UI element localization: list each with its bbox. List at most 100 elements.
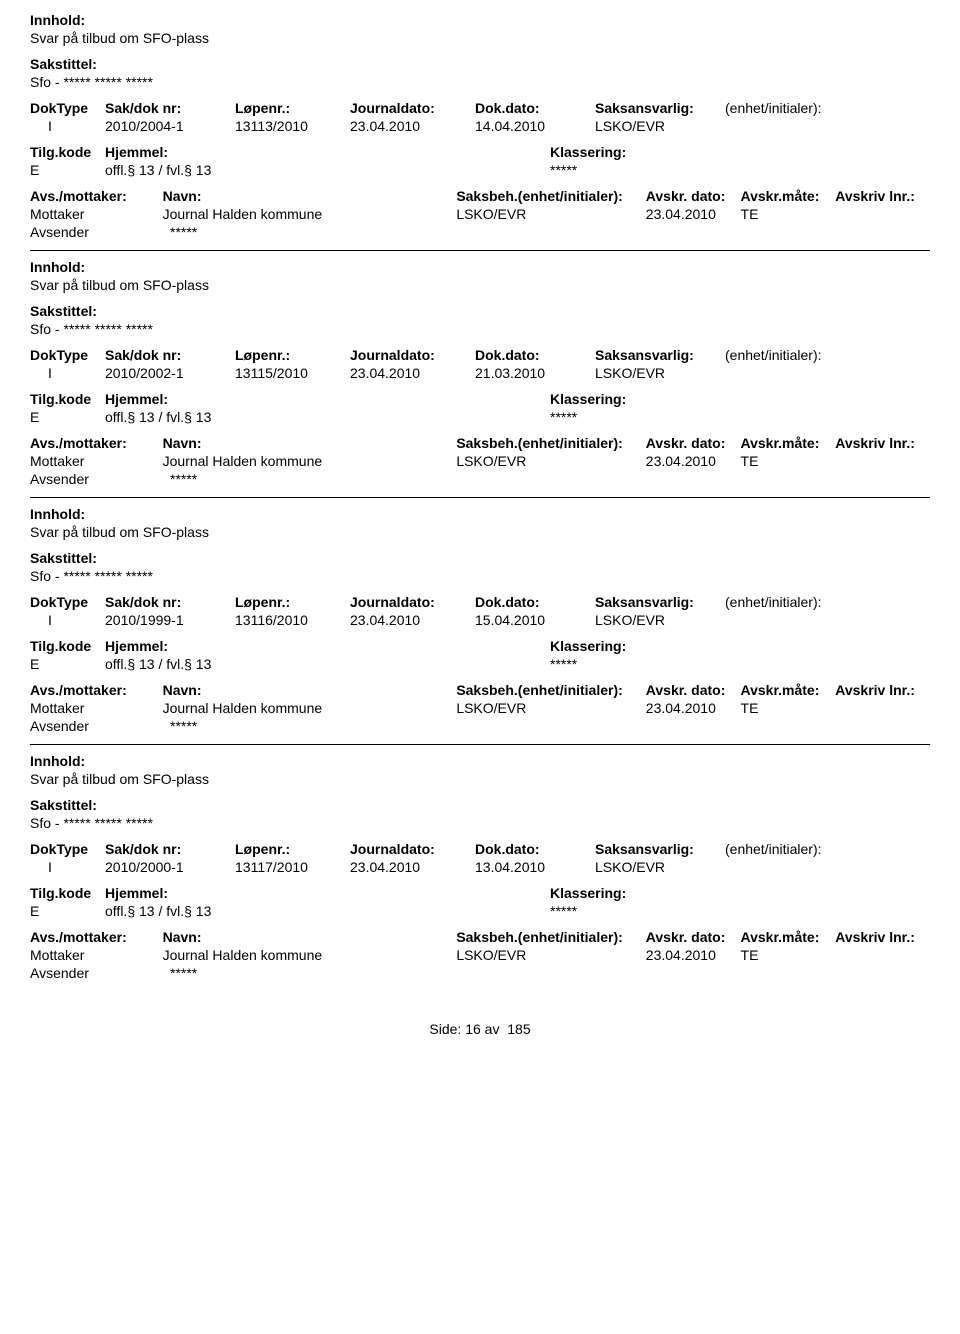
dokdato-label: Dok.dato: — [475, 841, 595, 857]
avs-mottaker-label: Avs./mottaker: — [30, 188, 163, 204]
doktype-value: I — [30, 612, 105, 628]
avskriv-lnr-label: Avskriv lnr.: — [835, 682, 930, 698]
dokdato-label: Dok.dato: — [475, 100, 595, 116]
enhet-initialer-value — [725, 365, 885, 381]
mottaker-label: Mottaker — [30, 206, 163, 222]
enhet-initialer-value — [725, 118, 885, 134]
party-header-row: Avs./mottaker: Navn: Saksbeh.(enhet/init… — [30, 435, 930, 451]
journal-record: Innhold: Svar på tilbud om SFO-plass Sak… — [30, 506, 930, 734]
mottaker-avskr-lnr — [835, 206, 930, 222]
avsender-row: Avsender ***** — [30, 965, 930, 981]
hjemmel-value-row: E offl.§ 13 / fvl.§ 13 ***** — [30, 409, 930, 425]
sakdok-label: Sak/dok nr: — [105, 100, 235, 116]
klassering-label: Klassering: — [550, 885, 930, 901]
avsender-row: Avsender ***** — [30, 471, 930, 487]
doktype-value: I — [30, 118, 105, 134]
hjemmel-header-row: Tilg.kode Hjemmel: Klassering: — [30, 391, 930, 407]
innhold-label: Innhold: — [30, 753, 930, 769]
saksansvarlig-value: LSKO/EVR — [595, 612, 725, 628]
sakdok-value: 2010/2000-1 — [105, 859, 235, 875]
avskr-dato-label: Avskr. dato: — [646, 929, 741, 945]
hjemmel-label: Hjemmel: — [105, 144, 550, 160]
saksbeh-label: Saksbeh.(enhet/initialer): — [456, 929, 645, 945]
mottaker-avskr-mate: TE — [741, 206, 836, 222]
avsender-navn: ***** — [170, 718, 197, 734]
saksansvarlig-label: Saksansvarlig: — [595, 841, 725, 857]
lopenr-value: 13113/2010 — [235, 118, 350, 134]
tilgkode-label: Tilg.kode — [30, 885, 105, 901]
saksansvarlig-value: LSKO/EVR — [595, 859, 725, 875]
avskr-mate-label: Avskr.måte: — [741, 682, 836, 698]
sakstittel-label: Sakstittel: — [30, 56, 930, 72]
innhold-value: Svar på tilbud om SFO-plass — [30, 771, 930, 787]
sakdok-value: 2010/1999-1 — [105, 612, 235, 628]
meta-value-row: I 2010/2002-1 13115/2010 23.04.2010 21.0… — [30, 365, 930, 381]
innhold-value: Svar på tilbud om SFO-plass — [30, 524, 930, 540]
lopenr-label: Løpenr.: — [235, 347, 350, 363]
avskr-mate-label: Avskr.måte: — [741, 188, 836, 204]
meta-value-row: I 2010/1999-1 13116/2010 23.04.2010 15.0… — [30, 612, 930, 628]
dokdato-value: 21.03.2010 — [475, 365, 595, 381]
avskr-dato-label: Avskr. dato: — [646, 435, 741, 451]
lopenr-label: Løpenr.: — [235, 594, 350, 610]
saksansvarlig-value: LSKO/EVR — [595, 365, 725, 381]
avskr-dato-label: Avskr. dato: — [646, 188, 741, 204]
mottaker-avskr-lnr — [835, 947, 930, 963]
avskr-mate-label: Avskr.måte: — [741, 929, 836, 945]
tilgkode-label: Tilg.kode — [30, 638, 105, 654]
lopenr-value: 13116/2010 — [235, 612, 350, 628]
mottaker-label: Mottaker — [30, 700, 163, 716]
sakstittel-value: Sfo - ***** ***** ***** — [30, 568, 930, 584]
avsender-label: Avsender — [30, 718, 170, 734]
klassering-value: ***** — [550, 656, 930, 672]
journal-record: Innhold: Svar på tilbud om SFO-plass Sak… — [30, 259, 930, 487]
doktype-value: I — [30, 859, 105, 875]
klassering-label: Klassering: — [550, 144, 930, 160]
hjemmel-value: offl.§ 13 / fvl.§ 13 — [105, 903, 550, 919]
mottaker-row: Mottaker Journal Halden kommune LSKO/EVR… — [30, 453, 930, 469]
klassering-value: ***** — [550, 409, 930, 425]
meta-header-row: DokType Sak/dok nr: Løpenr.: Journaldato… — [30, 594, 930, 610]
dokdato-label: Dok.dato: — [475, 347, 595, 363]
sakstittel-label: Sakstittel: — [30, 303, 930, 319]
enhet-initialer-label: (enhet/initialer): — [725, 594, 885, 610]
mottaker-avskr-dato: 23.04.2010 — [646, 206, 741, 222]
hjemmel-header-row: Tilg.kode Hjemmel: Klassering: — [30, 638, 930, 654]
mottaker-avskr-dato: 23.04.2010 — [646, 453, 741, 469]
avsender-row: Avsender ***** — [30, 224, 930, 240]
saksansvarlig-label: Saksansvarlig: — [595, 594, 725, 610]
tilgkode-value: E — [30, 903, 105, 919]
page-footer: Side: 16 av 185 — [30, 1021, 930, 1037]
hjemmel-label: Hjemmel: — [105, 638, 550, 654]
klassering-value: ***** — [550, 162, 930, 178]
dokdato-value: 13.04.2010 — [475, 859, 595, 875]
mottaker-saksbeh: LSKO/EVR — [456, 700, 645, 716]
innhold-label: Innhold: — [30, 259, 930, 275]
journaldato-label: Journaldato: — [350, 841, 475, 857]
hjemmel-header-row: Tilg.kode Hjemmel: Klassering: — [30, 885, 930, 901]
mottaker-navn: Journal Halden kommune — [163, 206, 457, 222]
sakstittel-label: Sakstittel: — [30, 797, 930, 813]
avsender-row: Avsender ***** — [30, 718, 930, 734]
avsender-label: Avsender — [30, 224, 170, 240]
tilgkode-label: Tilg.kode — [30, 144, 105, 160]
journaldato-value: 23.04.2010 — [350, 612, 475, 628]
av-label: av — [485, 1021, 500, 1037]
doktype-label: DokType — [30, 347, 105, 363]
page-current: 16 — [465, 1021, 481, 1037]
mottaker-avskr-lnr — [835, 453, 930, 469]
journaldato-value: 23.04.2010 — [350, 859, 475, 875]
avskr-mate-label: Avskr.måte: — [741, 435, 836, 451]
innhold-label: Innhold: — [30, 12, 930, 28]
innhold-value: Svar på tilbud om SFO-plass — [30, 30, 930, 46]
record-divider — [30, 250, 930, 251]
record-divider — [30, 497, 930, 498]
navn-label: Navn: — [163, 188, 457, 204]
avskr-dato-label: Avskr. dato: — [646, 682, 741, 698]
innhold-label: Innhold: — [30, 506, 930, 522]
mottaker-navn: Journal Halden kommune — [163, 700, 457, 716]
tilgkode-value: E — [30, 409, 105, 425]
mottaker-label: Mottaker — [30, 947, 163, 963]
sakdok-label: Sak/dok nr: — [105, 594, 235, 610]
mottaker-avskr-mate: TE — [741, 453, 836, 469]
